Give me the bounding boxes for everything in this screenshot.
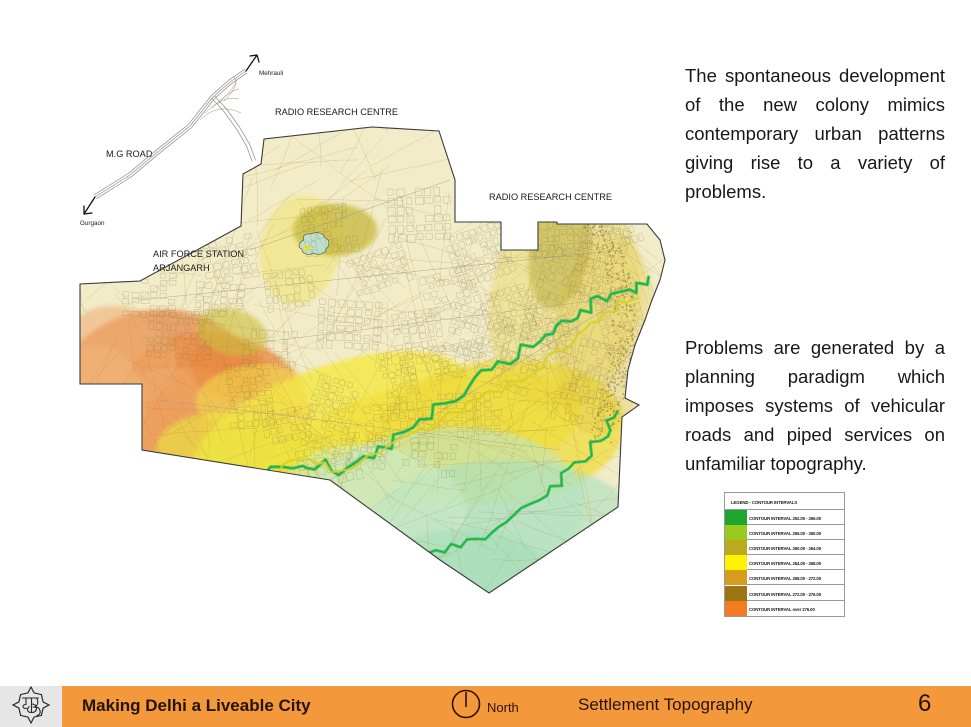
svg-text:RADIO RESEARCH CENTRE: RADIO RESEARCH CENTRE — [275, 107, 398, 117]
svg-text:RADIO RESEARCH CENTRE: RADIO RESEARCH CENTRE — [489, 192, 612, 202]
svg-text:AIR FORCE STATION: AIR FORCE STATION — [153, 249, 244, 259]
svg-text:M.G ROAD: M.G ROAD — [106, 149, 153, 159]
svg-text:Gurgaon: Gurgaon — [80, 220, 105, 227]
svg-text:Mehrauli: Mehrauli — [259, 70, 283, 77]
svg-text:ARJANGARH: ARJANGARH — [153, 263, 210, 273]
